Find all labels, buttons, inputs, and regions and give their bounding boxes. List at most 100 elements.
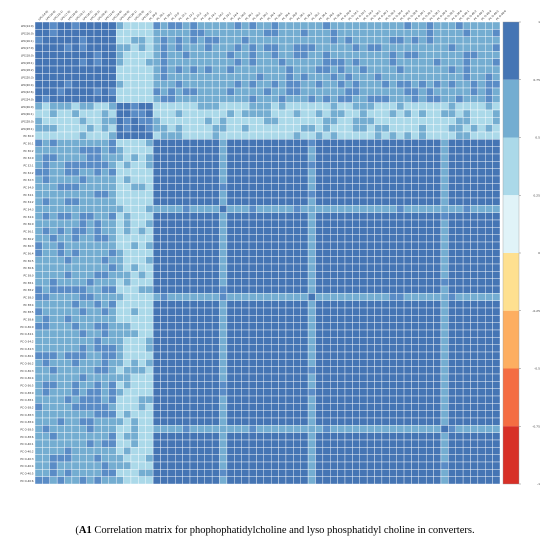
heatmap-cell xyxy=(175,51,183,59)
heatmap-cell xyxy=(160,476,169,485)
heatmap-cell xyxy=(448,80,456,89)
heatmap-cell xyxy=(315,21,324,30)
heatmap-cell xyxy=(389,285,397,294)
heatmap-cell xyxy=(241,263,250,272)
heatmap-cell xyxy=(285,146,294,155)
heatmap-cell xyxy=(49,439,58,448)
heatmap-cell xyxy=(315,73,324,81)
heatmap-cell xyxy=(411,175,420,184)
heatmap-cell xyxy=(115,58,124,67)
heatmap-cell xyxy=(293,461,301,470)
heatmap-cell xyxy=(130,58,139,67)
heatmap-cell xyxy=(219,124,228,133)
heatmap-cell xyxy=(344,249,353,257)
heatmap-cell xyxy=(425,337,434,345)
heatmap-cell xyxy=(389,417,397,426)
heatmap-cell xyxy=(108,168,117,177)
heatmap-cell xyxy=(307,329,316,338)
heatmap-cell xyxy=(337,439,346,448)
heatmap-cell xyxy=(42,410,50,419)
heatmap-cell xyxy=(256,227,265,235)
heatmap-cell xyxy=(374,469,383,477)
heatmap-cell xyxy=(330,190,338,199)
heatmap-cell xyxy=(352,359,360,367)
heatmap-cell xyxy=(396,80,405,89)
heatmap-cell xyxy=(49,293,58,301)
heatmap-cell xyxy=(138,329,146,338)
heatmap-cell xyxy=(189,102,198,111)
heatmap-cell xyxy=(145,161,154,169)
heatmap-cell xyxy=(130,395,139,404)
heatmap-cell xyxy=(300,403,309,411)
heatmap-cell xyxy=(381,417,390,426)
heatmap-cell xyxy=(307,417,316,426)
heatmap-cell xyxy=(123,234,132,243)
heatmap-cell xyxy=(440,65,449,74)
heatmap-cell xyxy=(189,454,198,463)
heatmap-cell xyxy=(352,388,360,397)
heatmap-cell xyxy=(485,29,493,37)
heatmap-cell xyxy=(425,432,434,441)
heatmap-cell xyxy=(448,146,456,155)
heatmap-cell xyxy=(396,300,405,309)
heatmap-cell xyxy=(182,249,191,257)
heatmap-cell xyxy=(403,454,412,463)
heatmap-cell xyxy=(278,219,287,228)
heatmap-cell xyxy=(448,21,456,30)
heatmap-cell xyxy=(307,87,316,96)
heatmap-cell xyxy=(182,161,191,169)
heatmap-cell xyxy=(49,359,58,367)
heatmap-cell xyxy=(49,315,58,323)
heatmap-cell xyxy=(396,439,405,448)
heatmap-cell xyxy=(433,307,442,316)
heatmap-cell xyxy=(79,117,87,125)
heatmap-cell xyxy=(448,109,456,118)
heatmap-cell xyxy=(145,168,154,177)
heatmap-cell xyxy=(108,205,117,213)
heatmap-cell xyxy=(389,117,397,125)
heatmap-cell xyxy=(293,29,301,37)
heatmap-cell xyxy=(307,241,316,250)
heatmap-cell xyxy=(64,109,73,118)
heatmap-cell xyxy=(322,432,331,441)
heatmap-cell xyxy=(433,175,442,184)
heatmap-cell xyxy=(462,29,471,37)
heatmap-cell xyxy=(403,109,412,118)
heatmap-cell xyxy=(462,425,471,433)
heatmap-cell xyxy=(300,359,309,367)
heatmap-cell xyxy=(263,454,272,463)
heatmap-cell xyxy=(418,278,427,287)
heatmap-cell xyxy=(241,205,250,213)
row-label: PC 30:1 xyxy=(23,141,33,145)
heatmap-cell xyxy=(160,139,169,147)
heatmap-cell xyxy=(485,322,493,331)
heatmap-cell xyxy=(455,256,464,265)
heatmap-cell xyxy=(352,43,360,52)
heatmap-cell xyxy=(322,219,331,228)
heatmap-cell xyxy=(278,439,287,448)
heatmap-cell xyxy=(374,366,383,375)
heatmap-cell xyxy=(492,344,501,353)
heatmap-cell xyxy=(219,197,228,206)
heatmap-cell xyxy=(219,219,228,228)
heatmap-cell xyxy=(278,153,287,162)
heatmap-cell xyxy=(330,227,338,235)
heatmap-cell xyxy=(189,439,198,448)
heatmap-cell xyxy=(278,454,287,463)
heatmap-cell xyxy=(315,117,324,125)
heatmap-cell xyxy=(315,175,324,184)
heatmap-cell xyxy=(138,322,146,331)
heatmap-cell xyxy=(477,95,486,103)
heatmap-cell xyxy=(359,256,368,265)
heatmap-cell xyxy=(418,80,427,89)
heatmap-cell xyxy=(123,293,132,301)
heatmap-cell xyxy=(34,43,43,52)
heatmap-cell xyxy=(93,153,102,162)
heatmap-cell xyxy=(315,469,324,477)
heatmap-cell xyxy=(211,315,220,323)
heatmap-cell xyxy=(418,153,427,162)
heatmap-cell xyxy=(123,410,132,419)
heatmap-cell xyxy=(322,234,331,243)
heatmap-cell xyxy=(211,432,220,441)
heatmap-cell xyxy=(101,51,110,59)
